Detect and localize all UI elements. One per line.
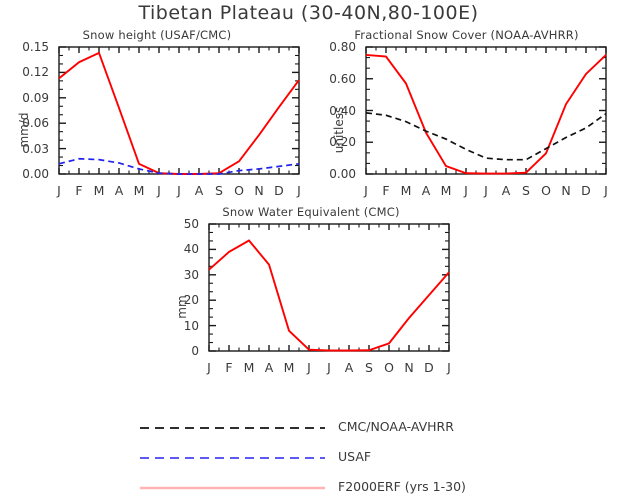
legend-swatch-f2000erf [140, 476, 325, 500]
x-tick-label-month: J [307, 360, 311, 375]
x-tick-label-month: J [447, 360, 451, 375]
x-tick-label-month: F [75, 183, 83, 198]
y-tick-label: 30 [183, 267, 199, 282]
y-tick-label: 0.00 [22, 167, 49, 181]
x-tick-label-month: D [581, 183, 591, 198]
x-tick-label-month: N [404, 360, 414, 375]
x-tick-label-month: S [522, 183, 530, 198]
series-usaf [58, 157, 300, 175]
x-tick-label-month: J [57, 183, 61, 198]
plot-area-snow-water-equivalent [208, 223, 450, 352]
x-tick-label-month: M [400, 183, 412, 198]
y-tick-label: 0.09 [22, 90, 49, 105]
x-tick-label-month: A [501, 183, 511, 198]
figure-title: Tibetan Plateau (30-40N,80-100E) [138, 2, 479, 24]
x-tick-label-month: F [382, 183, 390, 198]
x-tick-label-month: D [424, 360, 434, 375]
y-tick-label: 10 [183, 318, 199, 333]
x-tick-label-month: O [384, 360, 394, 375]
panel-title-snow-height: Snow height (USAF/CMC) [82, 28, 232, 42]
y-tick-label: 0.20 [329, 135, 356, 150]
y-tick-label: 40 [183, 242, 199, 257]
x-tick-label-month: J [327, 360, 331, 375]
plot-frame-snow-height [58, 46, 300, 175]
plot-frame-fractional-snow-cover [365, 46, 607, 175]
y-tick-label: 0.03 [22, 141, 49, 156]
x-tick-label-month: F [225, 360, 233, 375]
x-tick-label-month: A [114, 183, 124, 198]
x-tick-label-month: J [207, 360, 211, 375]
legend-label-usaf: USAF [338, 449, 372, 464]
y-tick-label: 0.60 [329, 71, 356, 86]
y-tick-label: 0.15 [22, 40, 49, 54]
legend-swatch-cmc [140, 416, 325, 440]
y-tick-label: 0.00 [329, 167, 356, 181]
x-tick-label-month: A [194, 183, 204, 198]
x-tick-label-month: J [364, 183, 368, 198]
x-tick-label-month: O [234, 183, 244, 198]
legend-label-cmc: CMC/NOAA-AVHRR [338, 419, 454, 434]
x-tick-label-month: M [440, 183, 452, 198]
panel-snow-height: Snow height (USAF/CMC) mm/d 0.00 0.03 0.06… [4, 28, 310, 198]
x-tick-label-month: J [604, 183, 608, 198]
legend-row-f2000erf: F2000ERF (yrs 1-30) [140, 476, 600, 500]
x-tick-label-month: M [93, 183, 105, 198]
x-tick-label-month: D [274, 183, 284, 198]
x-tick-label-month: J [464, 183, 468, 198]
x-tick-label-month: J [484, 183, 488, 198]
x-tick-label-month: J [177, 183, 181, 198]
series-f2000erf-yrs-1-30 [58, 51, 300, 175]
x-tick-label-month: J [297, 183, 301, 198]
series-cmc-noaa-avhrr [365, 112, 607, 161]
x-tick-label-month: J [157, 183, 161, 198]
legend-row-cmc: CMC/NOAA-AVHRR [140, 416, 600, 440]
y-tick-label: 0.40 [329, 103, 356, 118]
legend-label-f2000erf: F2000ERF (yrs 1-30) [338, 479, 466, 494]
y-tick-label: 50 [183, 217, 199, 231]
plot-area-snow-height [58, 46, 300, 175]
y-tick-label: 0.80 [329, 40, 356, 54]
x-tick-label-month: O [541, 183, 551, 198]
legend-swatch-usaf [140, 446, 325, 470]
series-f2000erf-yrs-1-30 [365, 53, 607, 175]
x-tick-label-month: M [243, 360, 255, 375]
x-tick-label-month: A [421, 183, 431, 198]
y-tick-label: 0 [191, 344, 199, 358]
figure-legend: CMC/NOAA-AVHRR USAF F2000ERF (yrs 1-30) [0, 408, 617, 494]
panel-title-fractional-snow-cover: Fractional Snow Cover (NOAA-AVHRR) [354, 28, 579, 42]
y-tick-label: 0.12 [22, 65, 49, 80]
y-tick-label: 0.06 [22, 116, 49, 131]
x-tick-label-month: A [264, 360, 274, 375]
x-tick-label-month: N [561, 183, 571, 198]
panel-fractional-snow-cover: Fractional Snow Cover (NOAA-AVHRR) unitl… [318, 28, 615, 198]
series-f2000erf-yrs-1-30 [208, 239, 450, 352]
plot-area-fractional-snow-cover [365, 46, 607, 175]
x-tick-label-month: S [215, 183, 223, 198]
panel-title-snow-water-equivalent: Snow Water Equivalent (CMC) [222, 205, 400, 219]
x-tick-label-month: A [344, 360, 354, 375]
panel-snow-water-equivalent: Snow Water Equivalent (CMC) mm 0 10 20 30 40… [162, 205, 460, 375]
legend-row-usaf: USAF [140, 446, 600, 470]
x-tick-label-month: S [365, 360, 373, 375]
x-tick-label-month: N [254, 183, 264, 198]
x-tick-label-month: M [283, 360, 295, 375]
x-tick-label-month: M [133, 183, 145, 198]
y-tick-label: 20 [183, 293, 199, 308]
